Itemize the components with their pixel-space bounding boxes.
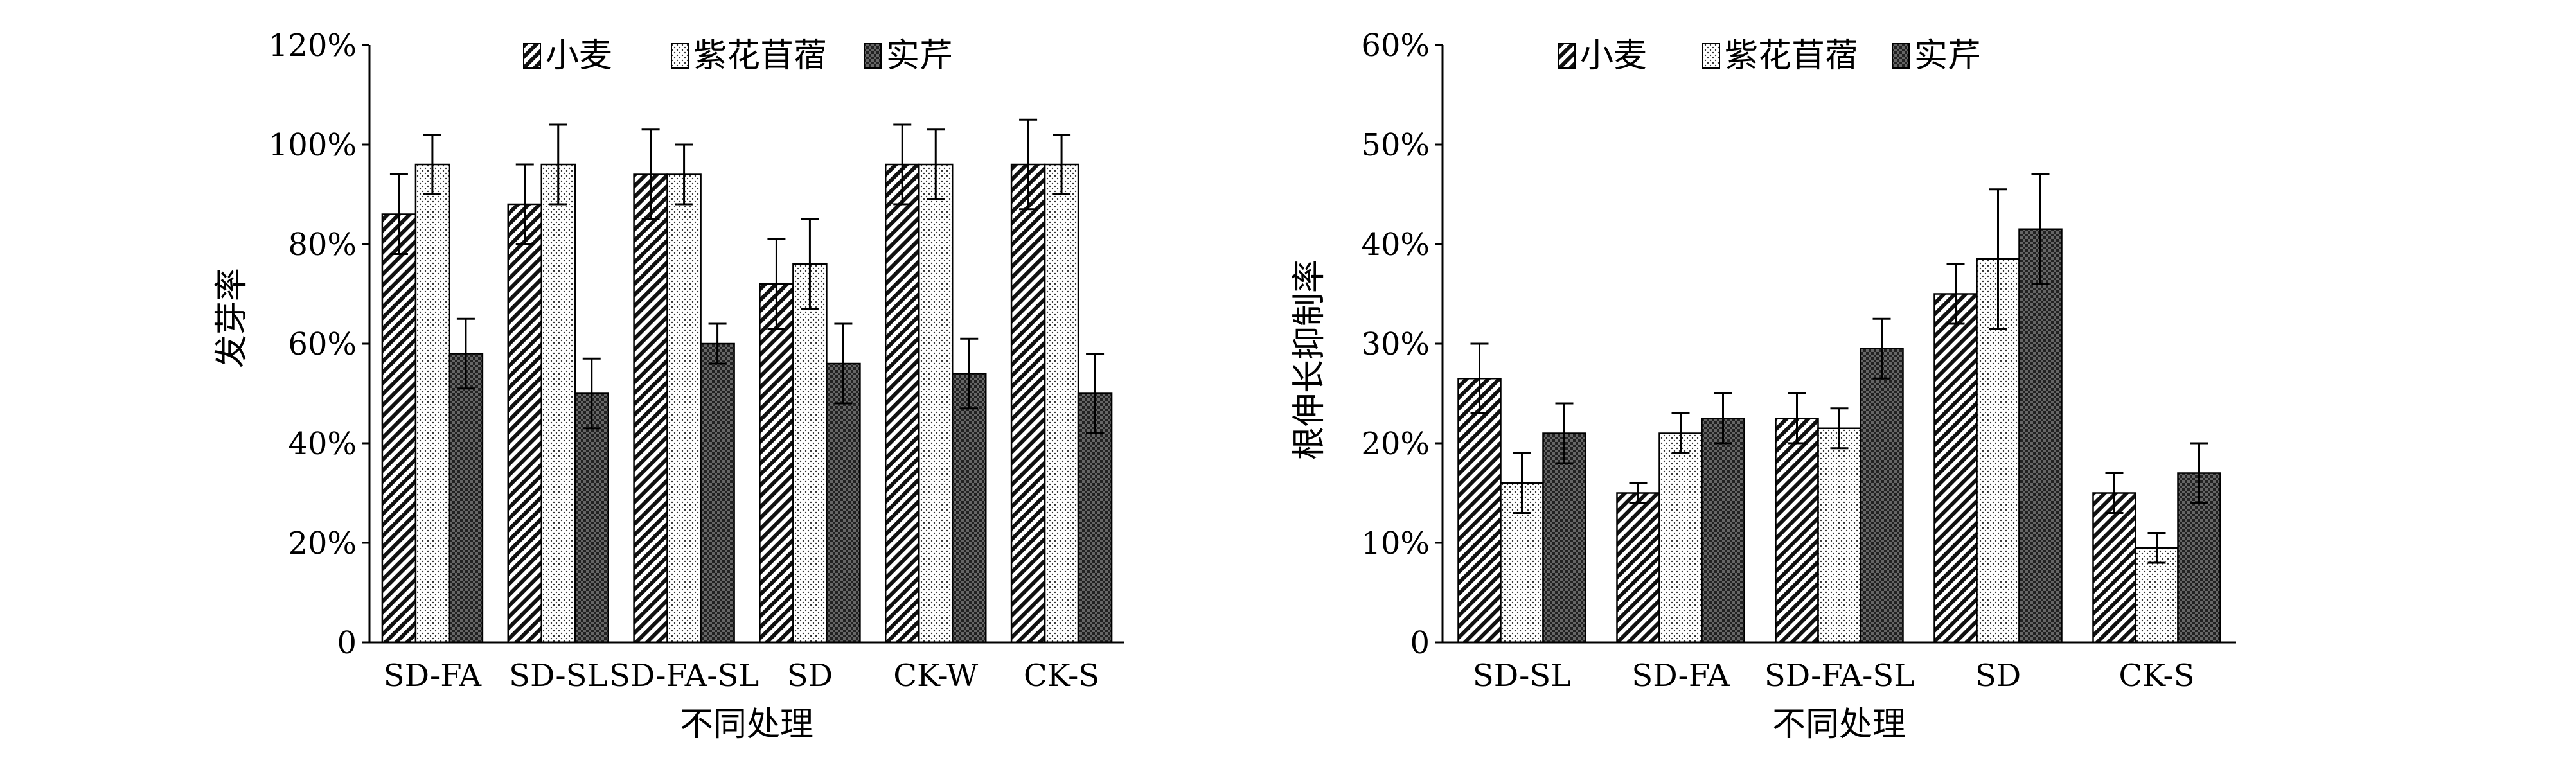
bar [1044,163,1079,644]
legend-label: 紫花苜蓿 [693,37,827,75]
y-tick-label: 60% [288,326,357,362]
y-tick-label: 20% [288,525,357,561]
bar [507,203,542,644]
y-tick-label: 20% [1361,426,1430,462]
bar [700,342,735,644]
y-axis-label: 发芽率 [213,268,251,368]
root-elongation-inhibition-chart: 根伸长抑制率 不同处理 0 10% 20% 30% 40% 50% 60% SD-SL SD-F… [1290,28,2236,744]
y-tick-label: 120% [269,28,357,64]
x-tick-label: CK-S [2119,658,2194,694]
x-tick-label: SD [1975,658,2021,694]
y-tick-label: 100% [269,127,357,163]
bar [1658,432,1703,644]
x-tick-label: SD-FA-SL [609,658,759,694]
bar [448,353,484,644]
y-tick-label: 40% [288,426,357,462]
legend-swatch [1892,43,1910,69]
legend-label: 小麦 [1580,37,1647,75]
x-tick-label: SD-SL [509,658,607,694]
y-tick-label: 30% [1361,326,1430,362]
x-axis-label: 不同处理 [680,705,813,744]
legend-label: 实芹 [1914,37,1981,75]
y-axis-label: 根伸长抑制率 [1290,260,1329,460]
bar [1817,427,1861,644]
bar [826,362,861,644]
y-tick-label: 0 [1410,625,1430,661]
bar [414,163,450,644]
y-tick-label: 80% [288,227,357,263]
x-tick-label: SD-FA-SL [1764,658,1914,694]
germination-rate-chart: 发芽率 不同处理 0 20% 40% 60% 80% 100% 120% SD-FA SD-SL… [213,28,1124,744]
x-axis-label: 不同处理 [1772,705,1906,744]
x-tick-label: SD-FA [384,658,483,694]
bar [1010,163,1046,644]
legend-swatch [1702,43,1720,69]
legend-label: 小麦 [546,37,612,75]
legend-swatch [671,43,689,69]
x-tick-label: SD [787,658,833,694]
bar [1933,293,1978,644]
bar [1077,392,1113,644]
bar [1542,432,1586,644]
bar [540,163,576,644]
x-tick-label: CK-W [893,658,979,694]
x-tick-label: SD-FA [1631,658,1730,694]
bar [381,213,417,644]
bar [666,173,702,644]
y-tick-label: 50% [1361,127,1430,163]
legend-swatch [864,43,882,69]
bar [918,163,954,644]
bar [952,373,987,644]
bar [1616,492,1660,644]
legend-label: 实芹 [886,37,953,75]
x-tick-label: CK-S [1024,658,1099,694]
legend-label: 紫花苜蓿 [1725,37,1858,75]
bar [885,163,920,644]
y-tick-label: 0 [337,625,357,661]
y-tick-label: 60% [1361,28,1430,64]
bar [759,283,794,644]
legend-swatch [1558,43,1576,69]
bar [1457,378,1502,644]
y-tick-label: 40% [1361,227,1430,263]
bar [1860,348,1904,644]
bar [1775,418,1819,644]
y-tick-label: 10% [1361,525,1430,561]
legend-swatch [523,43,541,69]
bar [633,173,668,644]
bar [1701,418,1745,644]
bar [574,392,609,644]
bar [2092,492,2136,644]
bar [2018,228,2063,644]
x-tick-label: SD-SL [1473,658,1571,694]
bar [792,263,828,644]
